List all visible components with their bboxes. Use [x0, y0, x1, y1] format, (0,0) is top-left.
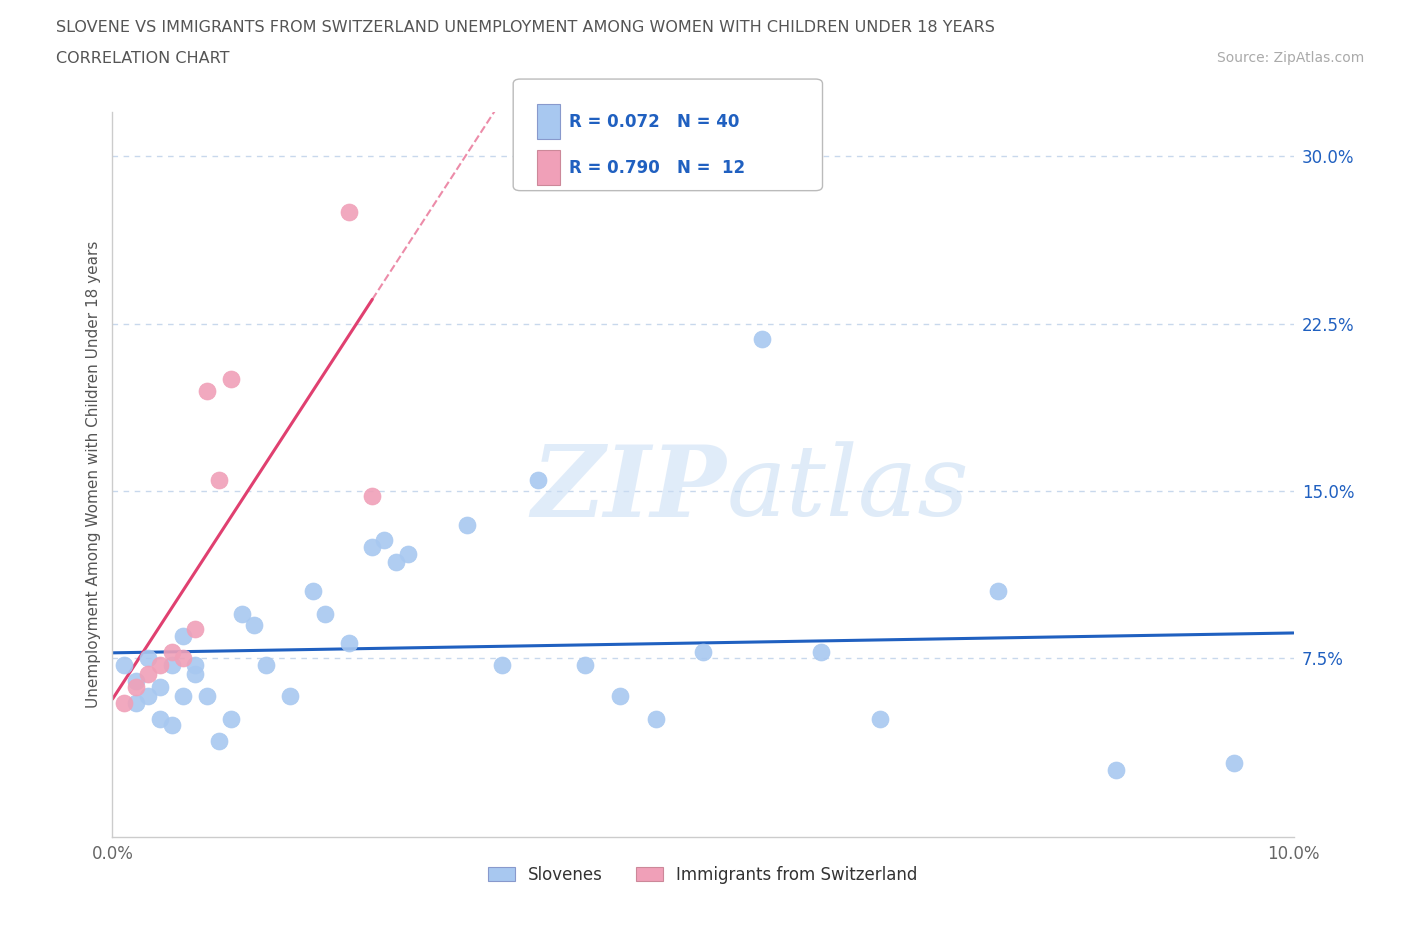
Point [208, 734, 231, 749]
Point [644, 711, 666, 726]
Point [385, 555, 408, 570]
Point [149, 711, 172, 726]
Point [314, 606, 336, 621]
Point [456, 517, 478, 532]
Point [751, 332, 773, 347]
Point [609, 689, 631, 704]
Point [1223, 756, 1246, 771]
Point [136, 689, 159, 704]
Text: R = 0.790   N =  12: R = 0.790 N = 12 [569, 159, 745, 177]
Point [254, 658, 277, 672]
Point [373, 533, 395, 548]
Point [231, 606, 253, 621]
Point [396, 546, 419, 561]
Text: CORRELATION CHART: CORRELATION CHART [56, 51, 229, 66]
Point [243, 618, 266, 632]
Point [112, 658, 135, 672]
Point [160, 644, 183, 659]
Point [184, 658, 207, 672]
Point [184, 622, 207, 637]
Point [136, 667, 159, 682]
Point [149, 680, 172, 695]
Point [337, 635, 360, 650]
Point [692, 644, 714, 659]
Text: ZIP: ZIP [531, 441, 727, 537]
Legend: Slovenes, Immigrants from Switzerland: Slovenes, Immigrants from Switzerland [481, 859, 925, 890]
Y-axis label: Unemployment Among Women with Children Under 18 years: Unemployment Among Women with Children U… [86, 241, 101, 708]
Point [112, 696, 135, 711]
Point [302, 584, 325, 599]
Point [278, 689, 301, 704]
Text: atlas: atlas [727, 441, 969, 537]
Point [160, 658, 183, 672]
Point [208, 472, 231, 487]
Point [172, 651, 194, 666]
Point [987, 584, 1010, 599]
Point [136, 651, 159, 666]
Text: Source: ZipAtlas.com: Source: ZipAtlas.com [1216, 51, 1364, 65]
Point [810, 644, 832, 659]
Text: R = 0.072   N = 40: R = 0.072 N = 40 [569, 113, 740, 130]
Point [184, 667, 207, 682]
Point [125, 696, 148, 711]
Point [337, 205, 360, 219]
Point [491, 658, 513, 672]
Point [195, 689, 218, 704]
Point [149, 658, 172, 672]
Point [219, 372, 242, 387]
Point [195, 383, 218, 398]
Point [361, 488, 384, 503]
Point [1105, 763, 1128, 777]
Text: SLOVENE VS IMMIGRANTS FROM SWITZERLAND UNEMPLOYMENT AMONG WOMEN WITH CHILDREN UN: SLOVENE VS IMMIGRANTS FROM SWITZERLAND U… [56, 20, 995, 35]
Point [361, 539, 384, 554]
Point [125, 680, 148, 695]
Point [219, 711, 242, 726]
Point [125, 673, 148, 688]
Point [172, 689, 194, 704]
Point [526, 472, 548, 487]
Point [172, 629, 194, 644]
Point [574, 658, 596, 672]
Point [869, 711, 891, 726]
Point [160, 718, 183, 733]
